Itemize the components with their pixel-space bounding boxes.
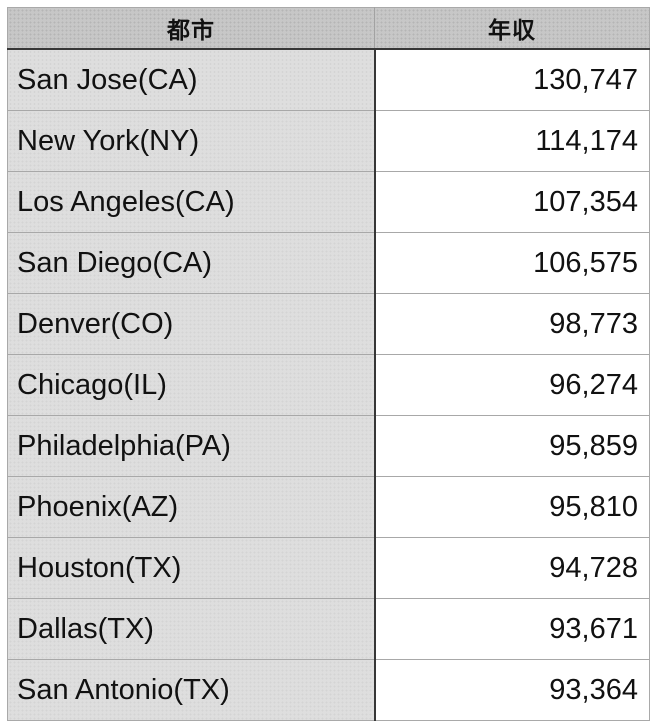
income-cell: 95,810 <box>374 476 650 538</box>
header-row: 都市 年収 <box>7 7 650 50</box>
income-table-container: 都市 年収 San Jose(CA) 130,747 New York(NY) … <box>7 7 650 721</box>
income-cell: 130,747 <box>374 49 650 111</box>
city-cell: Los Angeles(CA) <box>7 171 376 233</box>
city-cell: New York(NY) <box>7 110 376 172</box>
table-row: Dallas(TX) 93,671 <box>7 598 650 660</box>
table-row: New York(NY) 114,174 <box>7 110 650 172</box>
city-cell: Chicago(IL) <box>7 354 376 416</box>
city-cell: San Diego(CA) <box>7 232 376 294</box>
table-row: Los Angeles(CA) 107,354 <box>7 171 650 233</box>
city-cell: Philadelphia(PA) <box>7 415 376 477</box>
income-cell: 95,859 <box>374 415 650 477</box>
income-cell: 94,728 <box>374 537 650 599</box>
income-cell: 93,364 <box>374 659 650 721</box>
city-cell: San Jose(CA) <box>7 49 376 111</box>
income-cell: 114,174 <box>374 110 650 172</box>
table-row: Denver(CO) 98,773 <box>7 293 650 355</box>
table-row: Houston(TX) 94,728 <box>7 537 650 599</box>
table-row: Chicago(IL) 96,274 <box>7 354 650 416</box>
city-cell: Phoenix(AZ) <box>7 476 376 538</box>
income-cell: 106,575 <box>374 232 650 294</box>
table-row: San Diego(CA) 106,575 <box>7 232 650 294</box>
city-cell: Dallas(TX) <box>7 598 376 660</box>
column-header-income: 年収 <box>374 7 650 50</box>
income-cell: 98,773 <box>374 293 650 355</box>
city-cell: San Antonio(TX) <box>7 659 376 721</box>
city-cell: Denver(CO) <box>7 293 376 355</box>
table-row: San Jose(CA) 130,747 <box>7 49 650 111</box>
table-body: San Jose(CA) 130,747 New York(NY) 114,17… <box>7 49 650 721</box>
table-row: Philadelphia(PA) 95,859 <box>7 415 650 477</box>
column-header-city: 都市 <box>7 7 375 50</box>
income-cell: 96,274 <box>374 354 650 416</box>
city-cell: Houston(TX) <box>7 537 376 599</box>
income-cell: 93,671 <box>374 598 650 660</box>
table-row: Phoenix(AZ) 95,810 <box>7 476 650 538</box>
city-income-table: 都市 年収 San Jose(CA) 130,747 New York(NY) … <box>7 7 650 721</box>
table-row: San Antonio(TX) 93,364 <box>7 659 650 721</box>
table-header: 都市 年収 <box>7 7 650 50</box>
income-cell: 107,354 <box>374 171 650 233</box>
